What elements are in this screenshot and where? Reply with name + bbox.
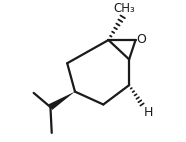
Text: O: O [136,33,146,46]
Text: H: H [144,106,153,119]
Polygon shape [49,92,75,110]
Text: CH₃: CH₃ [113,2,135,15]
